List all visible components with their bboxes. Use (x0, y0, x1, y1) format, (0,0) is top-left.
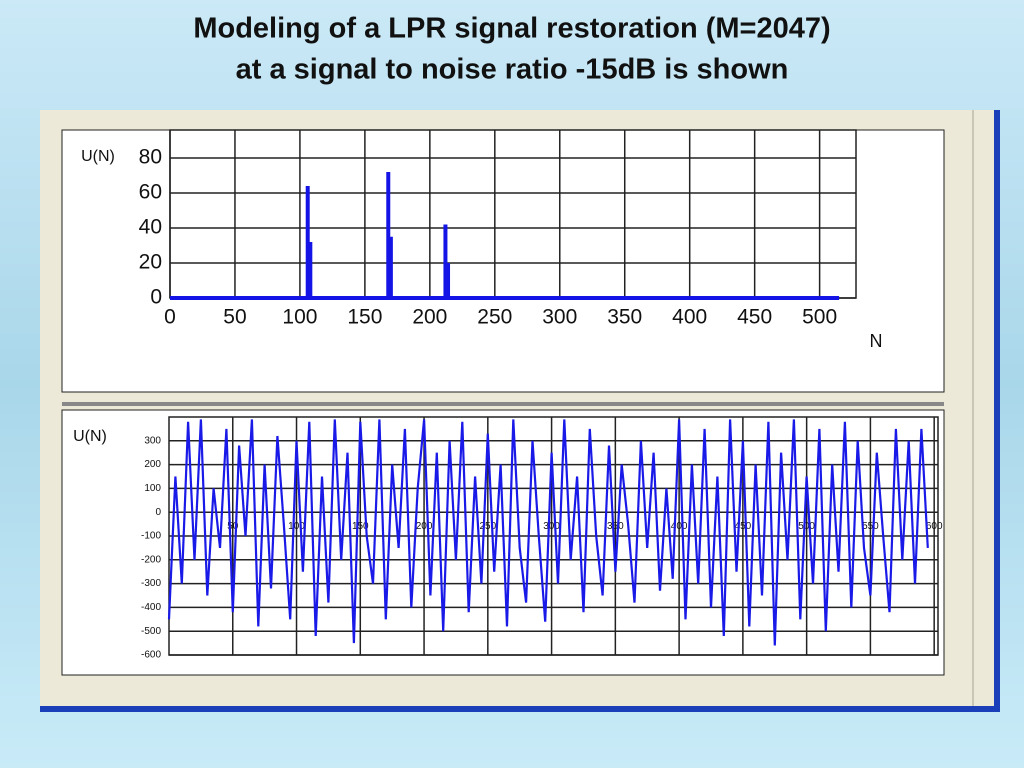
window-edge (972, 110, 974, 706)
x-tick-label: 50 (223, 306, 246, 329)
bar (443, 224, 448, 298)
x-tick-label: 200 (416, 521, 433, 532)
y-tick-label: -200 (141, 554, 161, 565)
signal-line (167, 419, 929, 646)
x-tick-label: 350 (607, 521, 624, 532)
bar (386, 172, 391, 298)
splitter (62, 402, 944, 406)
y-axis-label: U(N) (73, 428, 107, 445)
x-tick-label: 450 (737, 306, 772, 329)
x-tick-label: 100 (288, 521, 305, 532)
y-tick-label: 300 (144, 435, 161, 446)
x-tick-label: 200 (412, 306, 447, 329)
baseline (170, 296, 840, 300)
bar (388, 236, 393, 298)
x-tick-label: 450 (735, 521, 752, 532)
y-tick-label: -500 (141, 626, 161, 637)
y-tick-label: 100 (144, 483, 161, 494)
chart-panel (61, 129, 945, 393)
window-border (994, 110, 1000, 712)
x-tick-label: 350 (607, 306, 642, 329)
y-tick-label: 0 (150, 286, 162, 309)
x-tick-label: 250 (477, 306, 512, 329)
plot-frame (168, 416, 939, 656)
y-tick-label: 60 (139, 181, 162, 204)
y-tick-label: 20 (139, 251, 162, 274)
y-tick-label: 200 (144, 459, 161, 470)
x-tick-label: 400 (671, 521, 688, 532)
x-tick-label: 500 (802, 306, 837, 329)
x-tick-label: 300 (543, 521, 560, 532)
x-tick-label: 250 (479, 521, 496, 532)
x-tick-label: 150 (352, 521, 369, 532)
x-tick-label: 300 (542, 306, 577, 329)
y-tick-label: -300 (141, 578, 161, 589)
x-tick-label: 50 (227, 521, 239, 532)
window-border (40, 706, 1000, 712)
title-line: at a signal to noise ratio -15dB is show… (236, 54, 789, 86)
y-tick-label: 0 (155, 507, 161, 518)
y-tick-label: -400 (141, 602, 161, 613)
y-tick-label: 40 (139, 216, 162, 239)
y-axis-label: U(N) (81, 148, 115, 165)
x-tick-label: 500 (798, 521, 815, 532)
x-axis-label: N (870, 331, 883, 351)
bar (305, 186, 310, 298)
y-tick-label: -600 (141, 650, 161, 661)
x-tick-label: 100 (282, 306, 317, 329)
y-tick-label: 80 (139, 146, 162, 169)
bar (308, 242, 313, 298)
x-tick-label: 400 (672, 306, 707, 329)
bar (446, 263, 451, 298)
title-line: Modeling of a LPR signal restoration (M=… (193, 13, 830, 45)
x-tick-label: 150 (347, 306, 382, 329)
x-tick-label: 0 (164, 306, 176, 329)
y-tick-label: -100 (141, 531, 161, 542)
x-tick-label: 600 (926, 521, 943, 532)
x-tick-label: 550 (862, 521, 879, 532)
